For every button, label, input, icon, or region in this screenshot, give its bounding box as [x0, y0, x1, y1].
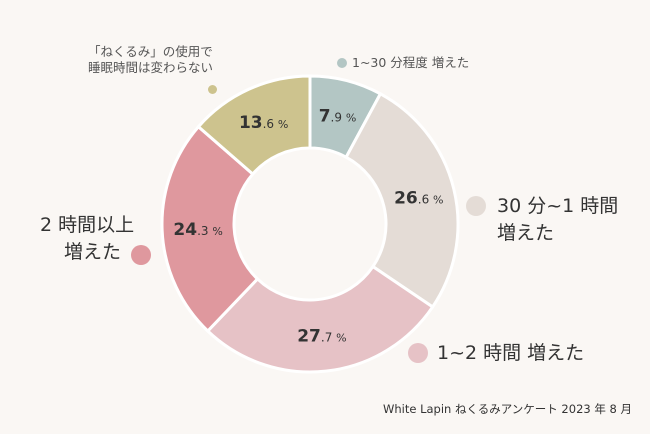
legend-label-30min-1h-line2: 増えた	[497, 222, 555, 244]
legend-label-1-30min: 1~30 分程度 増えた	[352, 55, 470, 70]
donut-slice-1	[344, 91, 460, 310]
donut-value-label-3: 24.3 %	[173, 220, 222, 240]
legend-label-30min-1h: 30 分~1 時間 増えた	[497, 193, 618, 247]
legend-dot-2h-plus	[131, 245, 151, 265]
donut-slice-2	[205, 264, 435, 374]
legend-dot-1-30min	[337, 58, 347, 68]
legend-label-2h-plus: 2 時間以上 増えた	[40, 212, 134, 266]
legend-dot-unchanged	[208, 85, 217, 94]
legend-dot-1-2h	[408, 343, 428, 363]
legend-label-unchanged-line2: 睡眠時間は変わらない	[88, 60, 214, 75]
donut-value-label-1: 26.6 %	[394, 188, 443, 208]
donut-value-label-0: 7.9 %	[319, 106, 357, 126]
legend-label-unchanged-line1: 「ねくるみ」の使用で	[88, 44, 213, 59]
legend-label-30min-1h-line1: 30 分~1 時間	[497, 195, 619, 217]
legend-label-2h-plus-line1: 2 時間以上	[40, 214, 135, 236]
donut-slice-4	[196, 74, 312, 177]
donut-value-label-2: 27.7 %	[297, 326, 346, 346]
legend-label-unchanged: 「ねくるみ」の使用で 睡眠時間は変わらない	[88, 44, 213, 76]
legend-label-1-2h: 1~2 時間 増えた	[437, 342, 585, 364]
donut-value-label-4: 13.6 %	[239, 113, 288, 133]
legend-label-2h-plus-line2: 増えた	[64, 241, 122, 263]
donut-slice-3	[160, 124, 260, 334]
source-caption: White Lapin ねくるみアンケート 2023 年 8 月	[382, 402, 632, 416]
legend-dot-30min-1h	[466, 196, 486, 216]
